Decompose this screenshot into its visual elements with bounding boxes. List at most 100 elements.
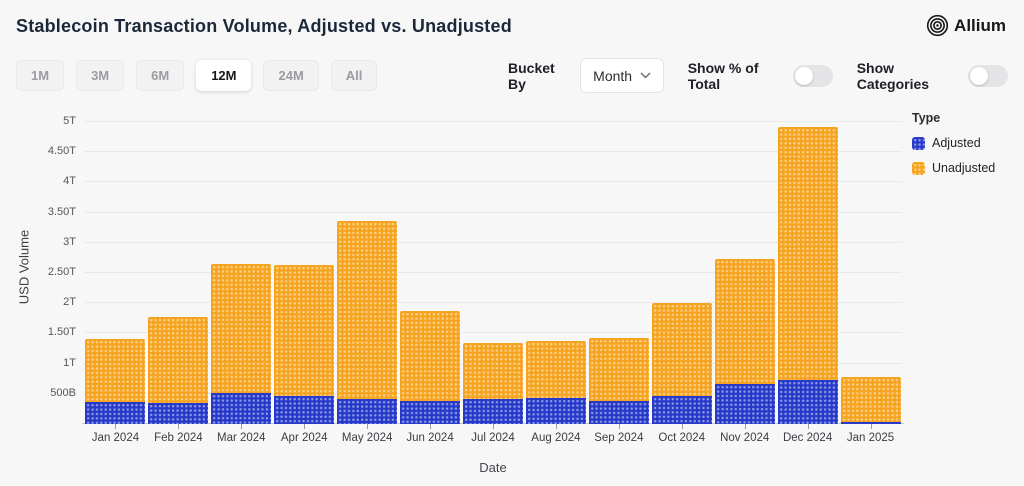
x-axis-tick-mark: [178, 424, 180, 429]
bar-segment-unadjusted-mar-2024[interactable]: [211, 264, 272, 393]
x-axis-tick-label: Apr 2024: [280, 432, 328, 444]
chart-plot-area: 500B 1T 1.50T 2T 2.50T 3T 3.50T 4T 4.50T 5T Jan 20…: [48, 110, 904, 444]
y-axis-tick-label: 1T: [63, 356, 76, 369]
bar-may-2024[interactable]: [337, 220, 398, 424]
x-axis-tick-mark: [807, 424, 809, 429]
bar-jan-2024[interactable]: [85, 338, 146, 424]
bar-jul-2024[interactable]: [463, 343, 523, 424]
gridline: [84, 211, 902, 213]
range-button-3m[interactable]: 3M: [76, 60, 125, 91]
bar-segment-unadjusted-jun-2024[interactable]: [400, 311, 461, 402]
bar-segment-adjusted-jan-2025[interactable]: [840, 421, 901, 424]
bar-aug-2024[interactable]: [525, 340, 586, 424]
bar-segment-adjusted-sep-2024[interactable]: [588, 401, 649, 424]
y-axis-tick-label: 1.50T: [47, 326, 76, 339]
y-axis-tick-label: 3.50T: [47, 205, 76, 218]
bar-segment-adjusted-jun-2024[interactable]: [400, 401, 461, 424]
bar-segment-adjusted-apr-2024[interactable]: [274, 395, 335, 424]
bucket-by-value: Month: [593, 67, 633, 84]
bar-segment-adjusted-oct-2024[interactable]: [651, 395, 712, 424]
x-axis-tick-label: Mar 2024: [217, 432, 266, 444]
bar-mar-2024[interactable]: [211, 264, 272, 424]
x-axis-tick-label: Nov 2024: [720, 432, 770, 444]
bar-segment-adjusted-nov-2024[interactable]: [714, 384, 775, 424]
x-axis-tick-label: Aug 2024: [531, 432, 581, 444]
x-axis-tick-mark: [493, 424, 494, 429]
bar-segment-unadjusted-sep-2024[interactable]: [588, 337, 649, 402]
y-axis-tick-label: 2.50T: [47, 266, 76, 279]
bar-segment-adjusted-aug-2024[interactable]: [525, 398, 586, 424]
x-axis-tick-mark: [367, 424, 369, 429]
bar-segment-unadjusted-aug-2024[interactable]: [525, 340, 586, 399]
range-button-all[interactable]: All: [330, 60, 378, 91]
bar-segment-adjusted-jul-2024[interactable]: [463, 398, 523, 424]
bar-sep-2024[interactable]: [588, 337, 649, 424]
x-axis-tick-label: Jul 2024: [471, 432, 515, 444]
bar-dec-2024[interactable]: [777, 126, 838, 424]
bar-segment-adjusted-jan-2024[interactable]: [85, 402, 146, 424]
bar-nov-2024[interactable]: [714, 259, 775, 424]
x-axis-tick-mark: [304, 424, 306, 429]
allium-logo-icon: [926, 14, 949, 37]
bar-segment-adjusted-may-2024[interactable]: [337, 399, 398, 424]
chart-legend: Type Adjusted Unadjusted: [912, 111, 995, 186]
legend-swatch-adjusted-icon: [912, 136, 925, 150]
y-axis-tick-label: 500B: [50, 386, 76, 399]
brand-name: Allium: [954, 15, 1006, 35]
x-axis-tick-label: Jan 2025: [846, 432, 895, 444]
chart-controls: Bucket By Month Show % of Total Show Cat…: [508, 58, 1009, 93]
bar-segment-unadjusted-jan-2024[interactable]: [85, 338, 146, 403]
x-axis-tick-label: Dec 2024: [782, 432, 833, 444]
legend-label: Adjusted: [932, 136, 981, 150]
range-button-24m[interactable]: 24M: [263, 60, 319, 91]
show-pct-toggle[interactable]: [793, 64, 834, 87]
bucket-by-label: Bucket By: [508, 59, 555, 92]
gridline: [84, 181, 902, 183]
gridline: [84, 151, 902, 153]
legend-item-unadjusted[interactable]: Unadjusted: [912, 161, 995, 175]
bar-segment-adjusted-feb-2024[interactable]: [148, 403, 209, 424]
legend-swatch-unadjusted-icon: [912, 161, 925, 175]
x-axis-tick-label: Sep 2024: [594, 432, 644, 444]
bar-segment-adjusted-dec-2024[interactable]: [777, 379, 838, 424]
bar-segment-unadjusted-may-2024[interactable]: [337, 220, 398, 400]
y-axis-tick-label: 4T: [63, 175, 76, 188]
bar-segment-unadjusted-feb-2024[interactable]: [148, 316, 209, 404]
gridline: [84, 121, 902, 123]
show-categories-toggle[interactable]: [968, 64, 1009, 87]
bar-segment-unadjusted-apr-2024[interactable]: [274, 264, 335, 396]
legend-title: Type: [912, 111, 941, 125]
bar-segment-adjusted-mar-2024[interactable]: [211, 392, 272, 424]
bar-segment-unadjusted-jan-2025[interactable]: [840, 376, 901, 422]
chevron-down-icon: [640, 72, 651, 79]
bar-segment-unadjusted-oct-2024[interactable]: [651, 303, 712, 396]
bar-segment-unadjusted-jul-2024[interactable]: [463, 343, 523, 399]
x-axis-tick-mark: [681, 424, 683, 429]
toggle-knob: [970, 66, 989, 85]
range-button-6m[interactable]: 6M: [136, 60, 185, 91]
x-axis-tick-label: Jun 2024: [406, 432, 454, 444]
y-axis-tick-label: 5T: [63, 115, 76, 128]
gridline: [84, 302, 902, 304]
legend-item-adjusted[interactable]: Adjusted: [912, 136, 995, 150]
allium-brand: Allium: [926, 14, 1006, 37]
range-button-12m[interactable]: 12M: [196, 60, 252, 91]
y-axis-tick-label: 3T: [63, 235, 76, 248]
page-title: Stablecoin Transaction Volume, Adjusted …: [16, 16, 512, 36]
bucket-by-dropdown[interactable]: Month: [580, 58, 665, 93]
bar-segment-unadjusted-nov-2024[interactable]: [714, 259, 775, 385]
bar-jan-2025[interactable]: [840, 376, 901, 424]
bar-feb-2024[interactable]: [148, 316, 209, 424]
gridline: [84, 272, 902, 274]
y-axis-tick-label: 4.50T: [47, 145, 76, 158]
x-axis-tick-label: Jan 2024: [91, 432, 140, 444]
gridline: [84, 332, 902, 334]
bar-apr-2024[interactable]: [274, 264, 335, 424]
bar-segment-unadjusted-dec-2024[interactable]: [777, 126, 838, 380]
bar-jun-2024[interactable]: [400, 311, 461, 424]
range-button-1m[interactable]: 1M: [16, 60, 65, 91]
legend-label: Unadjusted: [932, 161, 996, 175]
bar-oct-2024[interactable]: [651, 303, 712, 424]
y-axis-tick-label: 2T: [63, 296, 76, 309]
